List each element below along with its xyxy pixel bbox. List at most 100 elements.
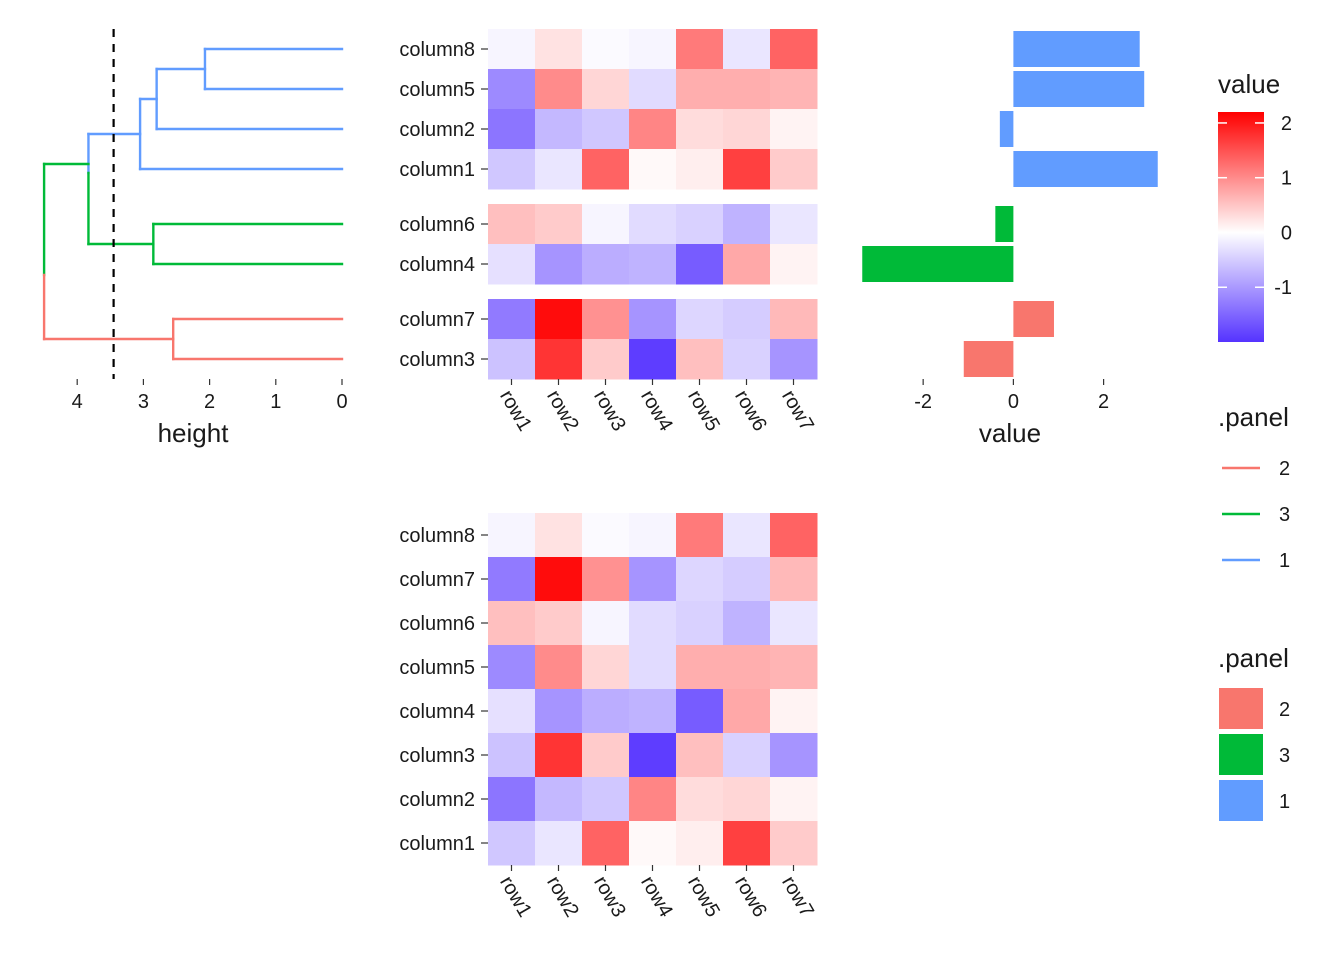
legend-fill-label: 3 [1279, 745, 1290, 767]
dendrogram-panel: 4 3 2 1 0 height [42, 29, 348, 448]
heatmap2-cell-column4-row3 [582, 689, 630, 734]
heatmap-cell-column3-row1 [488, 339, 536, 380]
dendrogram-x-axis-title: height [158, 418, 230, 448]
bar-column5 [1013, 71, 1145, 107]
heatmap-panel: column8 column7 column6 column5 column4 colum… [399, 513, 818, 921]
heatmap2-cell-column2-row1 [488, 777, 536, 822]
heatmap2-cell-column2-row6 [723, 777, 771, 822]
heatmap2-cell-column3-row2 [535, 733, 583, 778]
heatmap2-col-label: row7 [777, 873, 818, 922]
dendrogram-x-tick-label: 0 [336, 391, 347, 413]
heatmap-cell-column5-row5 [676, 69, 724, 110]
heatmap2-cell-column7-row4 [629, 557, 677, 602]
heatmap-cell-column2-row6 [723, 109, 771, 150]
heatmap-row-label: column7 [399, 309, 475, 331]
heatmap2-cell-column8-row5 [676, 513, 724, 558]
heatmap2-cell-column2-row7 [770, 777, 818, 822]
heatmap-col-label: row3 [589, 387, 630, 436]
heatmap-cell-column8-row7 [770, 29, 818, 70]
heatmap2-cell-column2-row4 [629, 777, 677, 822]
heatmap-cell-column8-row6 [723, 29, 771, 70]
heatmap2-cell-column1-row2 [535, 821, 583, 866]
heatmap2-cell-column2-row3 [582, 777, 630, 822]
heatmap-cell-column5-row4 [629, 69, 677, 110]
heatmap-col-label: row2 [542, 387, 583, 436]
heatmap2-col-label: row3 [589, 873, 630, 922]
heatmap2-cell-column4-row6 [723, 689, 771, 734]
heatmap2-cell-column5-row6 [723, 645, 771, 690]
heatmap-cell-column6-row2 [535, 204, 583, 245]
heatmap2-cell-column1-row6 [723, 821, 771, 866]
heatmap-cell-column2-row3 [582, 109, 630, 150]
heatmap-cell-column7-row4 [629, 299, 677, 340]
colorbar-tick-label: 2 [1281, 113, 1292, 135]
heatmap2-cell-column3-row1 [488, 733, 536, 778]
bar-x-axis-title: value [979, 418, 1041, 448]
heatmap-cell-column5-row2 [535, 69, 583, 110]
dendrogram-x-tick-label: 1 [270, 391, 281, 413]
heatmap2-cell-column7-row5 [676, 557, 724, 602]
heatmap2-cell-column1-row4 [629, 821, 677, 866]
bar-panel: -2 0 2 value [862, 31, 1158, 448]
heatmap2-cell-column3-row5 [676, 733, 724, 778]
heatmap-cell-column2-row4 [629, 109, 677, 150]
bar-x-tick-label: 2 [1098, 391, 1109, 413]
heatmap-cell-column3-row3 [582, 339, 630, 380]
legend-fill-key-3 [1219, 734, 1263, 775]
heatmap-cell-column5-row6 [723, 69, 771, 110]
heatmap-cell-column1-row3 [582, 149, 630, 190]
bar-column2 [999, 111, 1014, 147]
heatmap2-row-label: column5 [399, 657, 475, 679]
heatmap-col-label: row7 [777, 387, 818, 436]
heatmap-cell-column7-row2 [535, 299, 583, 340]
heatmap2-cell-column8-row7 [770, 513, 818, 558]
heatmap2-cell-column4-row7 [770, 689, 818, 734]
heatmap2-cell-column5-row5 [676, 645, 724, 690]
heatmap-cell-column6-row7 [770, 204, 818, 245]
legend-fill-label: 2 [1279, 699, 1290, 721]
heatmap2-cell-column3-row4 [629, 733, 677, 778]
dendrogram-x-tick-label: 4 [72, 391, 83, 413]
heatmap2-cell-column5-row3 [582, 645, 630, 690]
heatmap-cell-column8-row5 [676, 29, 724, 70]
heatmap2-cell-column1-row1 [488, 821, 536, 866]
heatmap-cell-column2-row7 [770, 109, 818, 150]
heatmap-cell-column1-row1 [488, 149, 536, 190]
bar-column3 [963, 341, 1014, 377]
heatmap-cell-column5-row1 [488, 69, 536, 110]
bar-x-tick-label: -2 [914, 391, 932, 413]
heatmap-cell-column3-row6 [723, 339, 771, 380]
heatmap-row-label: column3 [399, 349, 475, 371]
heatmap2-cell-column6-row4 [629, 601, 677, 646]
bar-column1 [1013, 151, 1158, 187]
legend-fill-key-2 [1219, 688, 1263, 729]
legend-fill-label: 1 [1279, 791, 1290, 813]
heatmap2-cell-column6-row6 [723, 601, 771, 646]
bar-column8 [1013, 31, 1140, 67]
heatmap-row-label: column6 [399, 214, 475, 236]
heatmap2-cell-column7-row7 [770, 557, 818, 602]
heatmap-row-label: column8 [399, 39, 475, 61]
heatmap-cell-column3-row5 [676, 339, 724, 380]
grouped-heatmap-panel: column8 column5 column2 column1 column6 colum… [399, 29, 818, 435]
heatmap-cell-column4-row5 [676, 244, 724, 285]
heatmap2-col-label: row5 [683, 873, 724, 922]
heatmap-col-label: row1 [495, 387, 536, 436]
heatmap2-cell-column1-row7 [770, 821, 818, 866]
heatmap-row-label: column4 [399, 254, 475, 276]
heatmap-cell-column1-row7 [770, 149, 818, 190]
heatmap2-col-label: row4 [636, 873, 677, 922]
heatmap2-cell-column5-row7 [770, 645, 818, 690]
heatmap-cell-column8-row3 [582, 29, 630, 70]
heatmap2-cell-column8-row1 [488, 513, 536, 558]
legend-line-label: 3 [1279, 504, 1290, 526]
bar-column7 [1013, 301, 1054, 337]
heatmap-cell-column7-row1 [488, 299, 536, 340]
heatmap-col-label: row4 [636, 387, 677, 436]
heatmap-cell-column3-row7 [770, 339, 818, 380]
colorbar-tick-label: 1 [1281, 168, 1292, 190]
heatmap-cell-column4-row3 [582, 244, 630, 285]
heatmap2-cell-column8-row4 [629, 513, 677, 558]
heatmap2-cell-column6-row1 [488, 601, 536, 646]
